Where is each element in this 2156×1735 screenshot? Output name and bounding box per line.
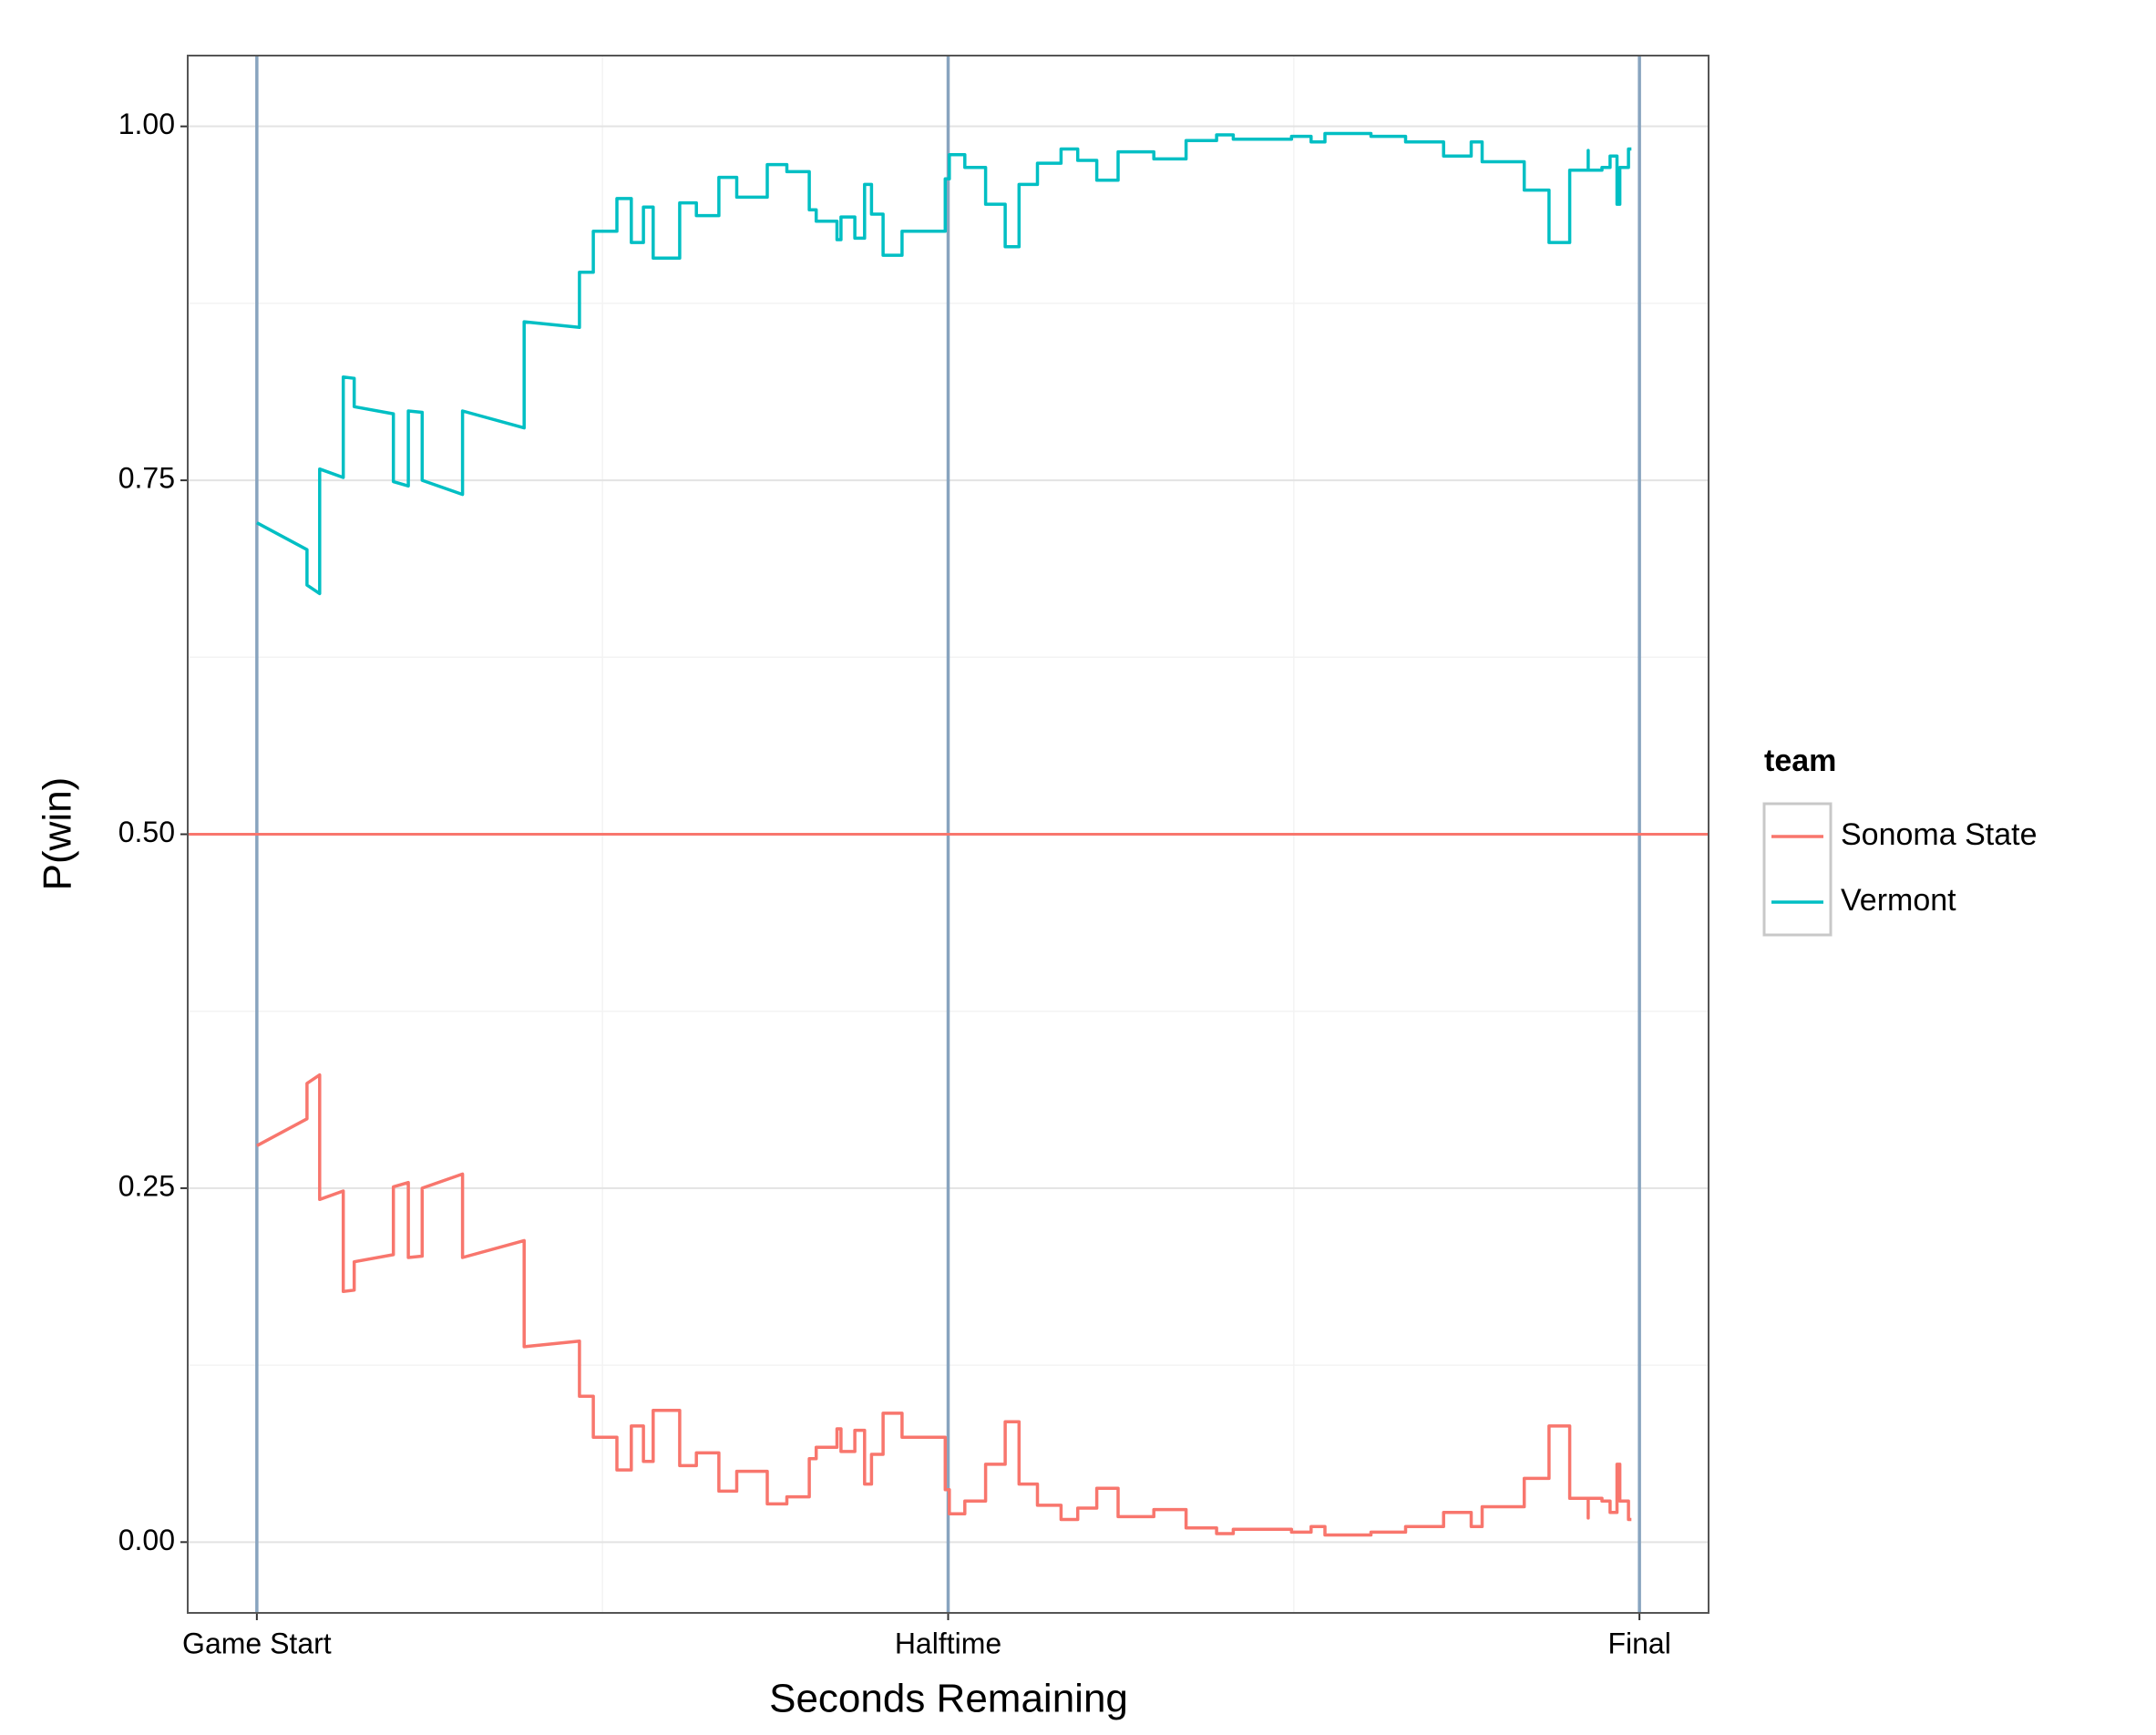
legend-title: team (1764, 744, 1836, 778)
x-tick-label: Game Start (182, 1627, 332, 1659)
x-tick-label: Halftime (895, 1627, 1001, 1659)
y-tick-label: 0.25 (118, 1169, 175, 1202)
y-tick-label: 0.00 (118, 1524, 175, 1556)
y-tick-label: 1.00 (118, 108, 175, 140)
legend-label: Vermont (1841, 883, 1956, 918)
x-tick-label: Final (1607, 1627, 1670, 1659)
series-line (256, 1073, 1632, 1537)
plot-border (187, 55, 1709, 1614)
x-axis-title: Seconds Remaining (769, 1677, 1128, 1721)
legend-label: Sonoma State (1841, 817, 2037, 852)
legend-box (1762, 802, 1833, 937)
y-axis-title: P(win) (36, 777, 80, 891)
y-tick-label: 0.75 (118, 462, 175, 495)
series-line (256, 131, 1632, 596)
y-tick-label: 0.50 (118, 816, 175, 848)
